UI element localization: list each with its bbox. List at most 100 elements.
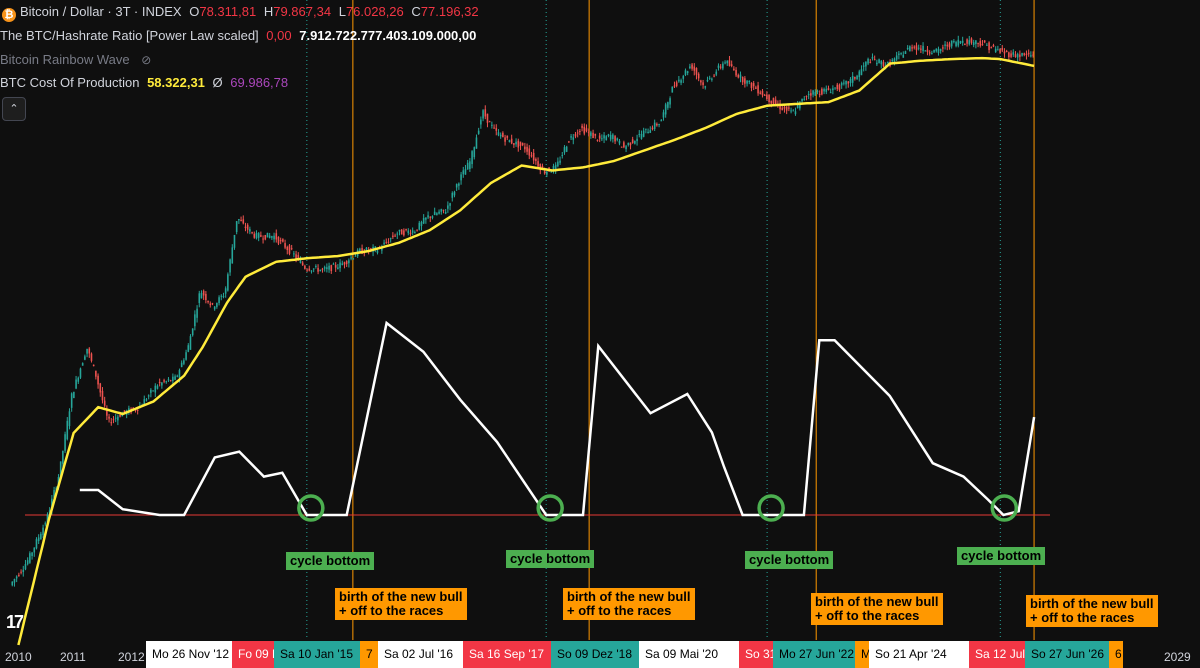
candle-body (431, 216, 434, 218)
legend-symbol-row[interactable]: ₿ Bitcoin / Dollar · 3T · INDEX O78.311,8… (0, 3, 479, 22)
candle-body (1016, 53, 1019, 58)
candle-body (180, 362, 183, 368)
candle-body (843, 82, 845, 84)
candle-body (517, 140, 520, 148)
legend-ratio-row[interactable]: The BTC/Hashrate Ratio [Power Law scaled… (0, 27, 476, 45)
candle-body (585, 128, 588, 132)
candle-body (840, 82, 843, 86)
candle-body (926, 49, 929, 52)
candle-body (596, 139, 599, 141)
candle-body (255, 232, 258, 239)
btc-hashrate-ratio-line (79, 320, 1036, 517)
candle-body (389, 238, 392, 240)
candle-body (411, 230, 414, 233)
candle-body (656, 123, 658, 126)
date-range-label: Mo 26 Nov '12 (146, 641, 232, 668)
candle-body (442, 209, 445, 211)
candle-body (257, 233, 260, 238)
candle-body (785, 106, 788, 111)
candle-body (317, 268, 319, 272)
candle-body (702, 82, 704, 85)
candle-body (528, 148, 531, 156)
candle-body (770, 100, 773, 104)
symbol-title: Bitcoin / Dollar · 3T · INDEX (20, 4, 182, 19)
candle-body (561, 154, 564, 156)
candle-body (678, 79, 680, 82)
candle-body (871, 56, 874, 59)
candle-body (68, 411, 71, 427)
candle-body (301, 262, 304, 266)
candle-body (814, 91, 817, 96)
candle-body (440, 209, 443, 212)
collapse-legend-button[interactable]: ⌃ (2, 97, 26, 121)
legend-cop-row[interactable]: BTC Cost Of Production 58.322,31 Ø 69.98… (0, 74, 288, 92)
candle-body (823, 89, 825, 92)
ohlc-close: C77.196,32 (411, 4, 479, 19)
hidden-eye-icon[interactable]: ⊘ (141, 53, 152, 67)
candle-body (568, 141, 570, 143)
candle-body (990, 47, 993, 49)
candle-body (253, 233, 256, 238)
candle-body (781, 107, 784, 111)
candle-body (407, 230, 410, 234)
date-range-label: Sa 16 Sep '17 (463, 641, 551, 668)
candle-body (964, 43, 966, 45)
candle-body (858, 71, 861, 78)
candle-body (308, 268, 311, 271)
candle-body (319, 269, 322, 271)
candle-body (31, 552, 33, 557)
candle-body (700, 80, 702, 83)
candle-body (924, 50, 927, 52)
candle-body (392, 235, 394, 238)
candle-body (13, 578, 16, 583)
cycle-bottom-circle (297, 494, 325, 522)
candle-body (570, 136, 572, 138)
candle-body (158, 381, 161, 384)
tradingview-logo[interactable]: 17 (6, 612, 24, 632)
legend-rainbow-row[interactable]: Bitcoin Rainbow Wave ⊘ (0, 51, 151, 69)
candle-body (1027, 52, 1030, 55)
candle-body (15, 576, 18, 579)
candle-body (436, 213, 438, 215)
candle-body (735, 69, 737, 76)
candle-body (251, 232, 253, 234)
candle-body (249, 229, 251, 232)
candle-body (1019, 54, 1021, 57)
candle-body (805, 95, 808, 97)
candle-body (834, 87, 836, 89)
candle-body (229, 259, 231, 273)
candle-body (26, 560, 29, 565)
candle-body (323, 267, 326, 269)
candle-body (968, 40, 971, 45)
candle-body (972, 42, 975, 46)
candle-body (722, 63, 724, 69)
candle-body (748, 80, 751, 82)
candle-body (299, 260, 302, 263)
candle-body (693, 66, 696, 71)
candle-body (11, 581, 14, 586)
candle-body (880, 61, 883, 65)
candle-body (825, 88, 828, 92)
candle-body (957, 39, 960, 46)
candle-body (99, 383, 102, 393)
candle-body (955, 42, 957, 47)
candle-body (539, 164, 542, 171)
candle-body (350, 257, 352, 259)
candle-body (106, 408, 108, 416)
candle-body (915, 45, 918, 51)
candle-body (733, 68, 735, 71)
candle-body (763, 94, 766, 96)
date-range-label: Sa 12 Jul (969, 641, 1025, 668)
candle-body (598, 135, 601, 139)
candle-body (592, 132, 594, 139)
candle-body (200, 292, 203, 299)
candle-body (854, 76, 856, 79)
candle-body (642, 130, 645, 137)
candle-body (88, 348, 91, 354)
candle-body (381, 247, 383, 251)
date-range-label: Fo 09 Feb (232, 641, 274, 668)
candle-body (235, 221, 238, 233)
candle-body (152, 390, 154, 392)
price-candles (11, 35, 1034, 587)
